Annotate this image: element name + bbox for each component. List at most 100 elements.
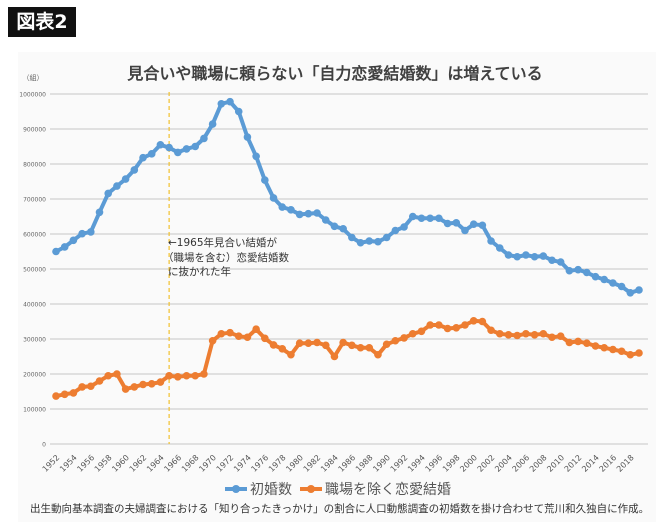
data-point	[200, 370, 208, 378]
y-tick-label: 500000	[23, 267, 46, 274]
data-point	[400, 223, 408, 231]
legend-label-love-marriages: 職場を除く恋愛結婚	[325, 481, 451, 498]
data-point	[530, 252, 539, 261]
data-point	[556, 258, 565, 266]
data-point	[113, 182, 121, 190]
x-tick-label: 2006	[511, 453, 532, 474]
x-tick-label: 2008	[528, 453, 549, 474]
data-point	[426, 214, 434, 223]
data-point	[156, 378, 165, 386]
data-point	[574, 337, 582, 346]
x-tick-label: 2016	[598, 453, 619, 474]
data-point	[52, 247, 60, 256]
x-tick-label: 1974	[232, 453, 253, 474]
series-first-marriages	[52, 97, 643, 297]
data-point	[452, 324, 461, 332]
data-point	[121, 175, 130, 183]
data-point	[495, 329, 504, 338]
x-tick-label: 1956	[75, 453, 96, 474]
data-point	[130, 166, 139, 174]
data-point	[504, 331, 513, 339]
data-point	[278, 345, 287, 353]
data-point	[321, 341, 330, 350]
data-point	[617, 282, 626, 291]
series-love-marriages	[52, 317, 643, 400]
data-point	[426, 321, 434, 329]
legend-marker-first-marriages	[232, 485, 240, 493]
data-point	[443, 219, 452, 228]
data-point	[513, 252, 521, 261]
data-point	[261, 334, 269, 343]
data-point	[252, 152, 260, 161]
series-line	[55, 99, 640, 295]
x-tick-label: 2018	[615, 453, 636, 474]
data-point	[374, 350, 382, 359]
data-point	[252, 325, 260, 334]
data-point	[217, 100, 226, 108]
data-point	[174, 373, 182, 381]
data-point	[469, 220, 478, 228]
x-tick-label: 2014	[580, 453, 601, 474]
annotation-line-2: （職場を含む）恋愛結婚数	[163, 251, 289, 264]
data-point	[391, 336, 400, 345]
data-point	[600, 275, 608, 284]
y-tick-label: 900000	[23, 127, 46, 134]
data-point	[269, 194, 278, 202]
data-point	[556, 332, 565, 341]
data-point	[348, 341, 356, 350]
x-tick-label: 1976	[249, 453, 270, 474]
data-point	[295, 339, 304, 348]
data-point	[147, 150, 156, 158]
data-point	[121, 385, 130, 393]
data-point	[165, 371, 173, 380]
data-point	[530, 331, 539, 339]
data-point	[330, 222, 339, 231]
data-point	[548, 256, 556, 265]
data-point	[365, 237, 374, 245]
annotation-line-1: ←1965年見合い結婚が	[168, 236, 278, 249]
y-tick-label: 800000	[23, 162, 46, 169]
y-tick-label: 300000	[23, 337, 46, 344]
y-tick-label: 0	[42, 442, 46, 449]
chart-title: 見合いや職場に頼らない「自力恋愛結婚数」は増えている	[126, 64, 542, 83]
x-tick-label: 1982	[302, 453, 323, 474]
data-point	[52, 392, 60, 400]
y-tick-label: 700000	[23, 197, 46, 204]
x-tick-label: 1960	[110, 453, 131, 474]
data-point	[356, 343, 365, 352]
data-point	[78, 229, 86, 238]
data-point	[95, 377, 104, 385]
y-tick-label: 100000	[23, 407, 46, 414]
data-point	[208, 120, 217, 128]
data-point	[304, 209, 313, 218]
x-tick-label: 2004	[493, 453, 514, 474]
data-point	[87, 228, 95, 236]
legend-label-first-marriages: 初婚数	[250, 481, 292, 498]
data-point	[104, 371, 113, 380]
data-point	[591, 342, 600, 350]
data-point	[304, 339, 313, 348]
data-point	[156, 140, 165, 149]
data-point	[174, 148, 182, 157]
x-tick-label: 1986	[337, 453, 358, 474]
data-point	[461, 321, 469, 329]
data-point	[87, 382, 95, 391]
data-point	[295, 210, 304, 219]
data-point	[243, 133, 252, 141]
data-point	[565, 338, 574, 347]
data-point	[243, 333, 252, 342]
data-point	[278, 203, 287, 211]
x-tick-label: 2002	[476, 453, 497, 474]
data-point	[495, 244, 504, 252]
data-point	[417, 327, 426, 336]
figure-badge: 図表2	[8, 7, 76, 37]
data-point	[234, 332, 243, 341]
data-point	[356, 238, 365, 247]
data-point	[565, 266, 574, 275]
y-tick-label: 600000	[23, 232, 46, 239]
data-point	[435, 321, 443, 329]
annotation-line-3: に抜かれた年	[168, 265, 231, 278]
y-tick-label: 200000	[23, 372, 46, 379]
data-point	[330, 352, 339, 361]
